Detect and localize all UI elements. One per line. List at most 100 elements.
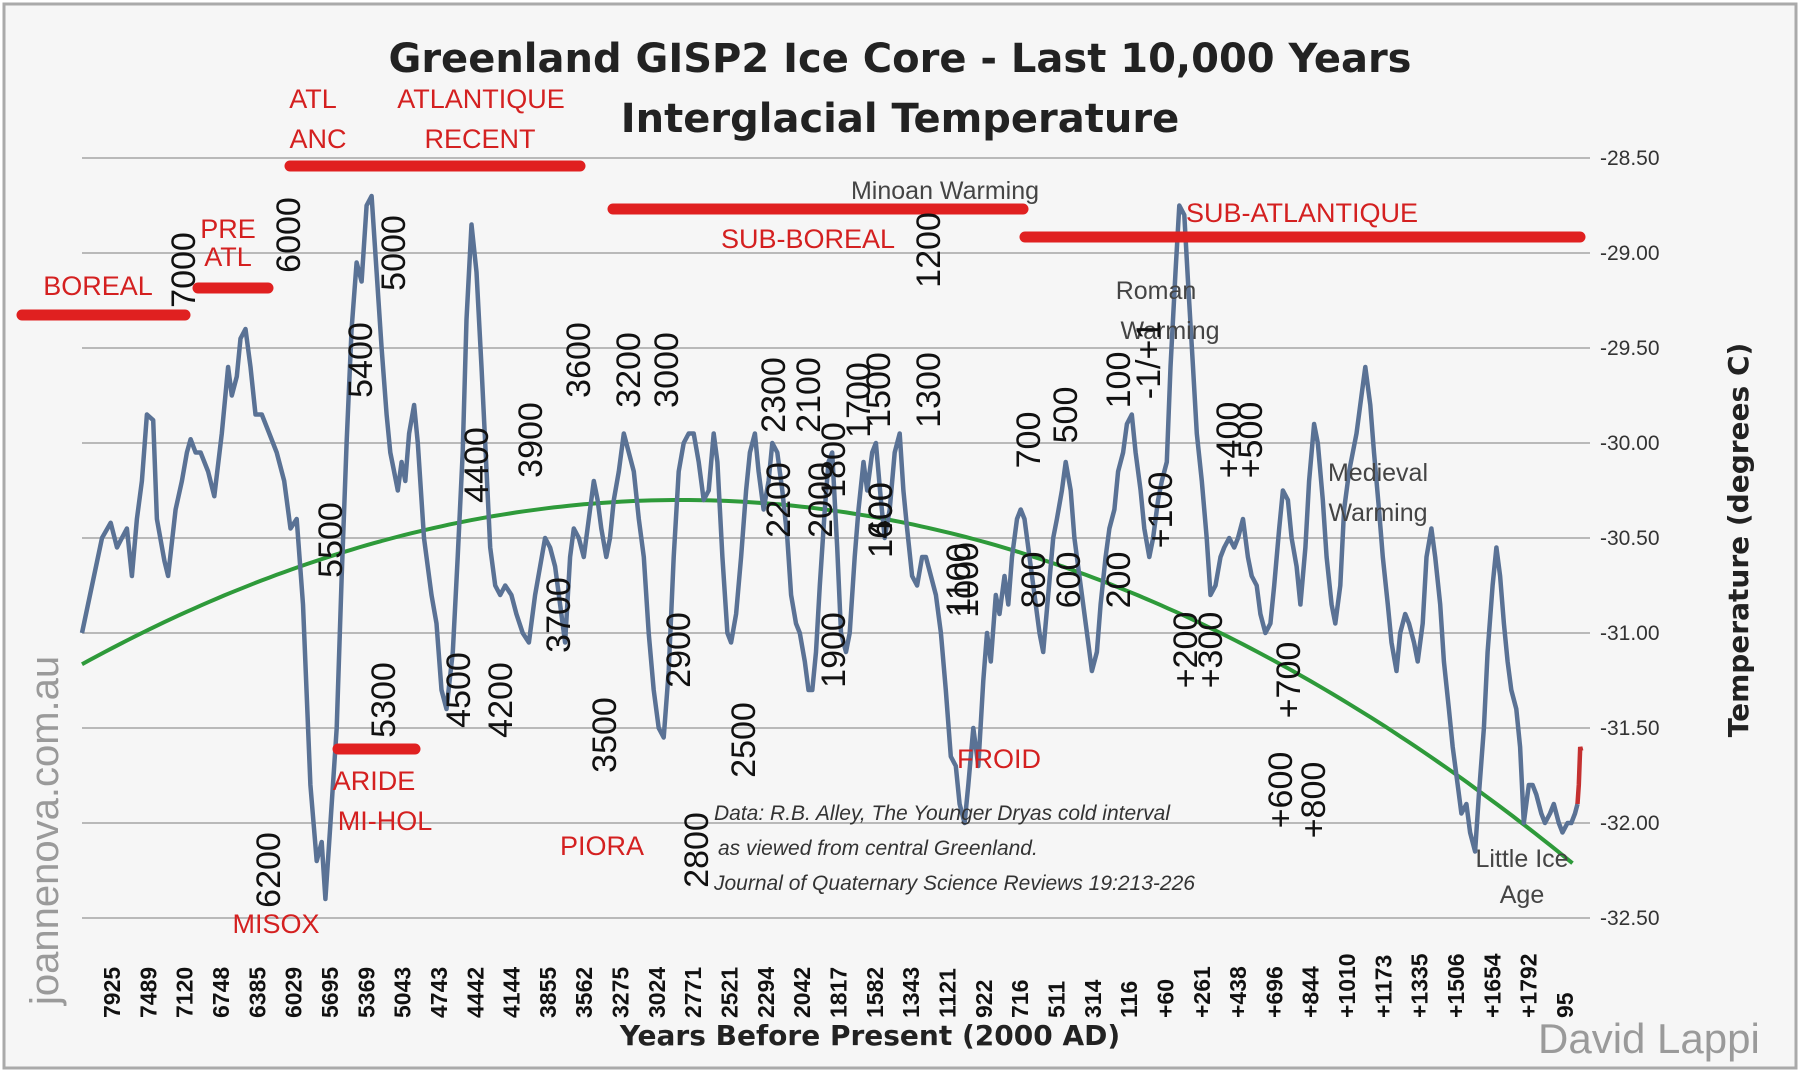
x-tick-label: 511 — [1043, 981, 1069, 1018]
recent-series-line — [1575, 746, 1584, 805]
year-label: +800 — [1295, 762, 1333, 839]
x-tick-label: 116 — [1116, 981, 1142, 1018]
y-tick-label: -30.50 — [1600, 527, 1660, 550]
x-tick-label: 716 — [1007, 980, 1033, 1018]
x-tick-label: 6385 — [244, 967, 270, 1018]
year-label: 3600 — [560, 322, 598, 398]
period-label: ANC — [289, 124, 346, 154]
x-tick-label: 314 — [1080, 979, 1106, 1018]
x-tick-label: 3024 — [644, 967, 670, 1018]
y-axis-title: Temperature (degrees C) — [1722, 343, 1755, 738]
year-label: +400 — [1210, 402, 1248, 479]
year-label: +700 — [1270, 642, 1308, 719]
source-note: Data: R.B. Alley, The Younger Dryas cold… — [713, 802, 1195, 895]
year-label: 5300 — [365, 662, 403, 738]
source-line: Journal of Quaternary Science Reviews 19… — [713, 872, 1195, 895]
period-label: ARIDE — [333, 766, 416, 796]
x-tick-label: +1792 — [1516, 953, 1542, 1018]
year-label: 2200 — [760, 462, 798, 538]
year-label: 5400 — [342, 322, 380, 398]
event-label: Age — [1500, 881, 1544, 909]
period-labels: BOREAL PRE ATL ATL ANC ATLANTIQUE RECENT… — [43, 84, 1418, 939]
event-label: Warming — [1120, 317, 1219, 345]
year-label: 1400 — [862, 482, 900, 558]
x-tick-label: 6029 — [281, 967, 307, 1018]
event-label: Medieval — [1328, 459, 1428, 487]
y-tick-label: -29.00 — [1600, 242, 1660, 265]
y-tick-label: -30.00 — [1600, 432, 1660, 455]
year-label: 500 — [1047, 387, 1085, 444]
watermark: joannenova.com.au — [23, 656, 67, 1006]
x-tick-label: 95 — [1552, 992, 1578, 1018]
year-label: 3700 — [540, 577, 578, 653]
year-label: 5000 — [375, 215, 413, 291]
year-label: 1200 — [910, 212, 948, 288]
source-line: as viewed from central Greenland. — [718, 837, 1038, 860]
event-label: Little Ice — [1475, 845, 1568, 873]
period-bars — [16, 160, 1586, 755]
year-label: 1300 — [910, 352, 948, 428]
year-label: -1/+1 — [1130, 321, 1168, 399]
x-tick-label: 7925 — [99, 967, 125, 1018]
event-label: Roman — [1116, 277, 1197, 305]
y-tick-label: -28.50 — [1600, 147, 1660, 170]
y-tick-label: -31.50 — [1600, 717, 1660, 740]
x-tick-label: 1121 — [934, 968, 960, 1018]
y-tick-label: -32.50 — [1600, 907, 1660, 930]
y-tick-label: -29.50 — [1600, 337, 1660, 360]
x-tick-label: 3275 — [608, 967, 634, 1018]
year-label: 200 — [1100, 552, 1138, 609]
x-tick-label: 922 — [971, 980, 997, 1018]
chart-title: Greenland GISP2 Ice Core - Last 10,000 Y… — [389, 36, 1412, 82]
year-label: 600 — [1050, 552, 1088, 609]
year-label: 2900 — [660, 612, 698, 688]
x-tick-label: +1335 — [1407, 953, 1433, 1018]
year-label: 2800 — [678, 812, 716, 888]
year-label: 100 — [1100, 352, 1138, 409]
x-tick-label: +438 — [1225, 966, 1251, 1018]
year-label: 800 — [1015, 552, 1053, 609]
x-tick-label: 7120 — [172, 967, 198, 1018]
year-label: +600 — [1262, 752, 1300, 829]
x-tick-label: +1173 — [1370, 955, 1396, 1018]
year-label: 1900 — [815, 612, 853, 688]
period-label: MI-HOL — [338, 806, 433, 836]
year-label: +500 — [1232, 402, 1270, 479]
year-label: 6000 — [270, 197, 308, 273]
x-tick-label: +1010 — [1334, 953, 1360, 1018]
year-label: 1700 — [840, 362, 878, 438]
x-tick-label: 5695 — [317, 967, 343, 1018]
x-tick-label: +261 — [1189, 966, 1215, 1018]
x-tick-label: 4442 — [462, 967, 488, 1018]
period-label: SUB-ATLANTIQUE — [1186, 198, 1418, 228]
x-tick-label: 5043 — [390, 967, 416, 1018]
period-label: MISOX — [232, 909, 319, 939]
x-tick-label: 4144 — [499, 967, 525, 1018]
x-tick-label: 3562 — [571, 967, 597, 1018]
year-label: +100 — [1142, 472, 1180, 549]
x-tick-label: 1343 — [898, 967, 924, 1018]
period-label: BOREAL — [43, 271, 153, 301]
x-tick-label: 4743 — [426, 967, 452, 1018]
trend-line — [81, 498, 1574, 865]
x-tick-label: 7489 — [135, 967, 161, 1018]
x-tick-label: 1817 — [826, 967, 852, 1018]
x-tick-label: 3855 — [535, 967, 561, 1018]
year-label: 4200 — [482, 662, 520, 738]
year-label: 3200 — [610, 332, 648, 408]
year-label: 4400 — [458, 427, 496, 503]
year-label: 3900 — [512, 402, 550, 478]
year-label: 700 — [1010, 412, 1048, 469]
x-tick-label: +696 — [1261, 966, 1287, 1018]
source-line: Data: R.B. Alley, The Younger Dryas cold… — [714, 802, 1171, 825]
year-label: +200 — [1167, 612, 1205, 689]
period-label: ATLANTIQUE — [397, 84, 565, 114]
period-label: PIORA — [560, 831, 644, 861]
x-tick-label: 2294 — [753, 967, 779, 1018]
year-label: 6200 — [250, 832, 288, 908]
x-tick-label: 2521 — [717, 967, 743, 1018]
x-tick-label: 1582 — [862, 967, 888, 1018]
year-label: +300 — [1192, 612, 1230, 689]
